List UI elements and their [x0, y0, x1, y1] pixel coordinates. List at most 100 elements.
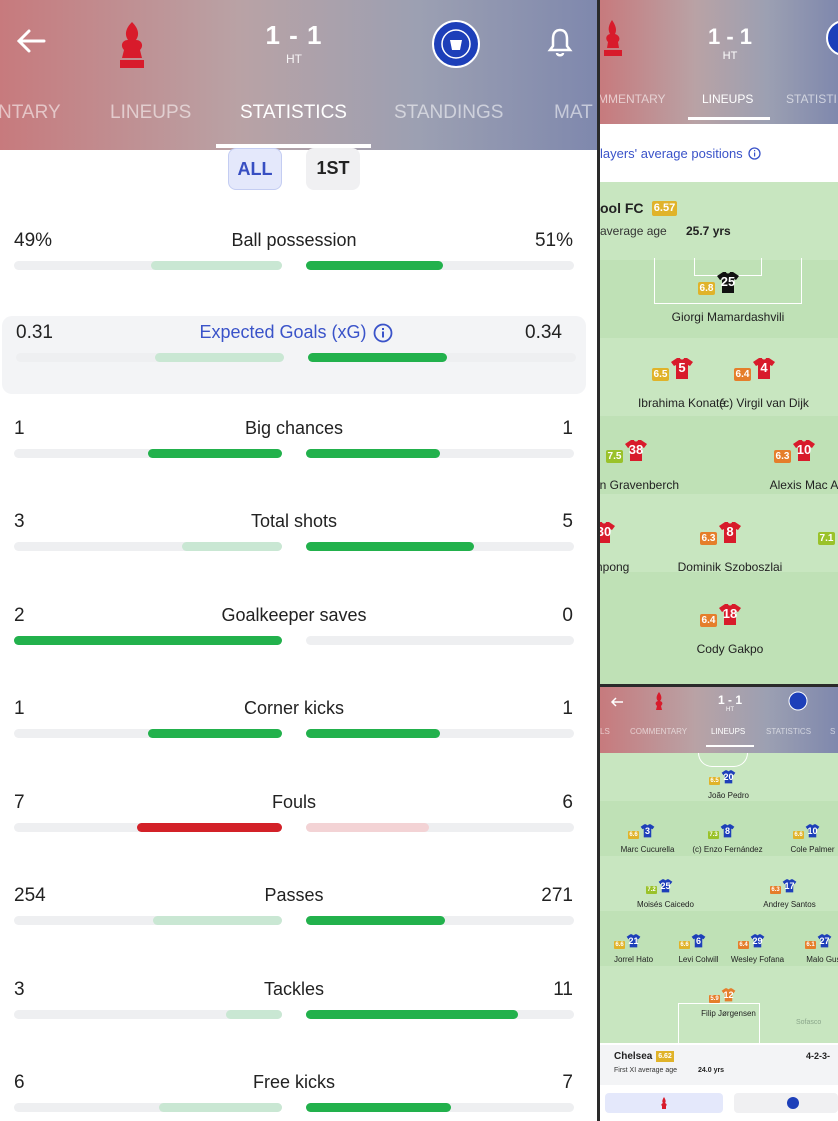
- team-switch-liverpool[interactable]: [605, 1093, 723, 1113]
- away-bar-fill: [306, 823, 430, 832]
- player-name[interactable]: Jorrel Hato: [613, 955, 654, 964]
- shirt-number: 25: [660, 880, 671, 891]
- tab-statistics[interactable]: STATISTI: [786, 92, 837, 106]
- player-name[interactable]: Wesley Fofana: [730, 955, 785, 964]
- player-shirt-icon[interactable]: 8: [718, 520, 742, 544]
- average-positions-row[interactable]: layers' average positions: [600, 126, 838, 180]
- stat-name-label: Fouls: [271, 792, 316, 812]
- player-shirt-icon[interactable]: 4: [752, 356, 776, 380]
- tab-statistics[interactable]: STATISTICS: [240, 102, 347, 123]
- player-name[interactable]: (c) Enzo Fernández: [692, 845, 763, 854]
- stat-name[interactable]: Expected Goals (xG): [162, 322, 430, 343]
- tab-commentary[interactable]: MMENTARY: [600, 92, 666, 106]
- team-name: ool FC: [600, 200, 644, 216]
- player-name[interactable]: Andrey Santos: [763, 900, 816, 909]
- home-bar: [14, 1010, 282, 1019]
- stat-name-label: Expected Goals (xG): [199, 322, 367, 342]
- away-value: 0: [562, 605, 573, 626]
- tab-lineups[interactable]: LINEUPS: [702, 92, 754, 106]
- tab-commentary[interactable]: NTARY: [0, 102, 61, 123]
- player-name[interactable]: Malo Gust: [806, 955, 838, 964]
- player-shirt-icon[interactable]: 6: [691, 933, 706, 948]
- player-shirt-icon[interactable]: 10: [792, 438, 816, 462]
- player-name[interactable]: João Pedro: [708, 791, 749, 800]
- home-bar-fill: [225, 1010, 282, 1019]
- player-shirt-icon[interactable]: 20: [721, 769, 736, 784]
- tab-commentary[interactable]: COMMENTARY: [630, 727, 688, 736]
- tab-statistics[interactable]: STATISTICS: [766, 727, 812, 736]
- player-shirt-icon[interactable]: 38: [624, 438, 648, 462]
- player-name[interactable]: Cole Palmer: [790, 845, 835, 854]
- player-name[interactable]: Dominik Szoboszlai: [677, 560, 783, 574]
- filter-first-half-button[interactable]: 1ST: [306, 148, 360, 190]
- liverpool-crest-icon: [655, 692, 663, 710]
- player-name[interactable]: Ibrahima Konaté: [637, 396, 727, 410]
- info-icon[interactable]: [373, 323, 393, 343]
- player-name[interactable]: Filip Jørgensen: [701, 1009, 756, 1018]
- home-value: 1: [14, 418, 25, 439]
- tab-standings[interactable]: S: [830, 727, 836, 736]
- away-bar: [306, 729, 574, 738]
- pitch: Sofasco 20 6.5 João Pedro 3 6.6 Marc Cucurell…: [600, 753, 838, 1043]
- player-name[interactable]: Moisés Caicedo: [637, 900, 694, 909]
- player-shirt-icon[interactable]: 12: [721, 987, 736, 1002]
- tab-lineups-prev[interactable]: LS: [600, 727, 610, 736]
- player-name[interactable]: nes: [600, 396, 612, 410]
- match-header: 1 - 1 HT NTARY LINEUPS STATISTICS STANDI…: [0, 0, 597, 150]
- player-shirt-icon[interactable]: 25: [716, 270, 740, 294]
- penalty-box: [654, 258, 802, 304]
- player-name[interactable]: Cody Gakpo: [696, 642, 764, 656]
- filter-all-button[interactable]: ALL: [228, 148, 282, 190]
- notification-bell-icon[interactable]: [546, 26, 574, 58]
- liverpool-crest-icon[interactable]: [112, 18, 152, 70]
- chelsea-crest-icon[interactable]: [432, 20, 480, 68]
- player-shirt-icon[interactable]: 3: [640, 823, 655, 838]
- stat-name: Free kicks: [160, 1072, 428, 1093]
- player-rating: 6.5: [652, 368, 669, 381]
- tab-matches[interactable]: MAT: [554, 102, 593, 123]
- info-icon[interactable]: [748, 146, 761, 160]
- shirt-number: 27: [819, 935, 830, 946]
- back-arrow-icon[interactable]: [14, 24, 48, 58]
- tab-lineups[interactable]: LINEUPS: [711, 727, 746, 736]
- match-period: HT: [726, 707, 734, 713]
- player-shirt-icon[interactable]: 5: [670, 356, 694, 380]
- liverpool-crest-icon: [661, 1097, 667, 1109]
- player-name[interactable]: an Gravenberch: [600, 478, 680, 492]
- player-shirt-icon[interactable]: 27: [817, 933, 832, 948]
- away-bar: [308, 353, 576, 362]
- player-shirt-icon[interactable]: 21: [626, 933, 641, 948]
- player-name[interactable]: Giorgi Mamardashvili: [671, 310, 785, 324]
- player-shirt-icon[interactable]: 17: [782, 878, 797, 893]
- player-shirt-icon[interactable]: 29: [750, 933, 765, 948]
- stat-row: 7 Fouls 6: [0, 792, 597, 882]
- player-name[interactable]: Alexis Mac A: [769, 478, 838, 492]
- player-name[interactable]: Marc Cucurella: [620, 845, 675, 854]
- player-shirt-icon[interactable]: 25: [658, 878, 673, 893]
- away-bar-fill: [306, 542, 474, 551]
- back-arrow-icon[interactable]: [610, 695, 624, 709]
- player-shirt-icon[interactable]: 30: [600, 520, 616, 544]
- liverpool-crest-icon: [604, 20, 622, 56]
- shirt-number: 5: [678, 360, 686, 376]
- player-shirt-icon[interactable]: 18: [718, 602, 742, 626]
- player-rating: 6.1: [805, 940, 816, 949]
- tab-standings[interactable]: STANDINGS: [394, 102, 504, 123]
- player-shirt-icon[interactable]: 8: [720, 823, 735, 838]
- player-name[interactable]: Frimpong: [600, 560, 630, 574]
- away-bar: [306, 1103, 574, 1112]
- away-bar-fill: [306, 261, 443, 270]
- player-shirt-icon[interactable]: 10: [805, 823, 820, 838]
- player-name[interactable]: (c) Virgil van Dijk: [719, 396, 809, 410]
- match-period: HT: [722, 50, 738, 62]
- stat-row: 2 Goalkeeper saves 0: [0, 605, 597, 695]
- shirt-number: 17: [784, 880, 795, 891]
- away-value: 271: [541, 885, 573, 906]
- tab-lineups[interactable]: LINEUPS: [110, 102, 192, 123]
- player-name[interactable]: Levi Colwill: [678, 955, 719, 964]
- team-switch-chelsea[interactable]: [734, 1093, 838, 1113]
- match-score: 1 - 1: [707, 24, 753, 49]
- penalty-box: [678, 1003, 760, 1043]
- player-name[interactable]: Rio: [788, 560, 838, 574]
- away-bar: [306, 916, 574, 925]
